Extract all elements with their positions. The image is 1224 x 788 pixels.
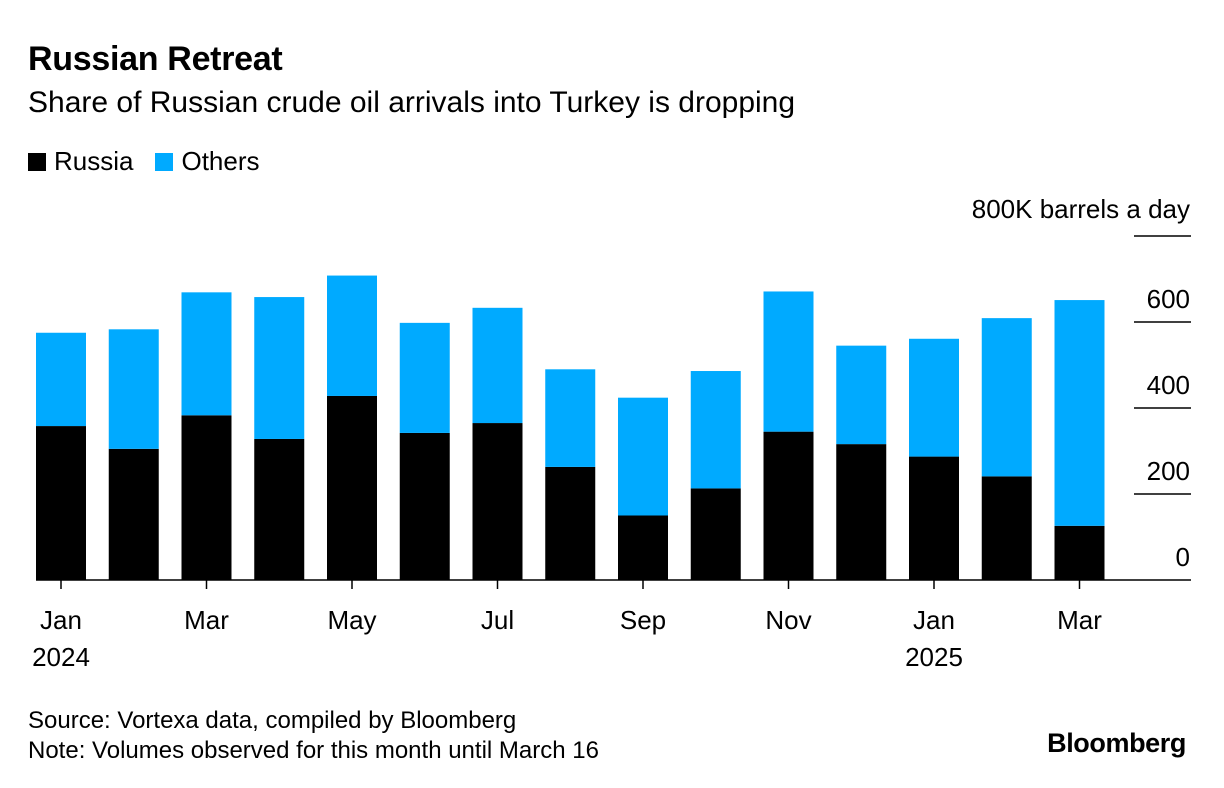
bar-others-5 (399, 322, 450, 433)
bar-russia-14 (1054, 525, 1105, 580)
bar-others-0 (36, 332, 86, 427)
bar-others-8 (618, 397, 668, 516)
bar-others-2 (181, 292, 232, 416)
x-tick-year-label-0: 2024 (32, 642, 90, 672)
y-tick-label-200: 200 (1147, 456, 1190, 486)
bar-russia-2 (181, 415, 232, 580)
stacked-bar-chart: 0 200 400 600 Jan 2024 Mar May Jul Sep Nov Jan 2025 M… (32, 235, 1191, 672)
legend-label-russia: Russia (54, 146, 134, 176)
x-tick-label-12: Jan (913, 605, 955, 635)
x-tick-label-4: May (327, 605, 376, 635)
bar-russia-8 (618, 515, 668, 580)
chart-title: Russian Retreat (28, 40, 283, 78)
bar-russia-10 (763, 431, 814, 580)
bar-russia-11 (836, 444, 887, 580)
bar-others-3 (254, 297, 305, 439)
bar-russia-3 (254, 438, 305, 580)
bar-others-13 (981, 318, 1032, 477)
bar-russia-0 (36, 426, 86, 580)
legend: Russia Others (28, 146, 282, 177)
x-tick-label-8: Sep (620, 605, 666, 635)
y-tick-label-0: 0 (1176, 542, 1190, 572)
bar-russia-6 (472, 423, 523, 580)
bar-others-10 (763, 291, 814, 432)
x-tick-label-10: Nov (765, 605, 811, 635)
x-tick-label-0: Jan (40, 605, 82, 635)
bloomberg-logo: Bloomberg (1047, 728, 1186, 758)
x-tick-year-label-12: 2025 (905, 642, 963, 672)
bar-russia-4 (327, 395, 377, 580)
bar-others-7 (545, 369, 596, 467)
legend-label-others: Others (181, 146, 260, 176)
y-tick-label-400: 400 (1147, 370, 1190, 400)
bar-others-14 (1054, 300, 1105, 526)
bar-russia-13 (981, 476, 1032, 580)
bar-others-4 (327, 275, 377, 396)
legend-swatch-others (155, 152, 174, 171)
bar-russia-1 (108, 448, 159, 580)
bar-russia-12 (909, 456, 959, 580)
bar-russia-5 (399, 432, 450, 580)
x-tick-label-2: Mar (184, 605, 229, 635)
legend-swatch-russia (28, 152, 46, 171)
bar-others-1 (108, 329, 159, 449)
x-tick-label-6: Jul (481, 605, 514, 635)
legend-item-russia: Russia (28, 146, 133, 177)
bar-others-11 (836, 345, 887, 445)
footer: Source: Vortexa data, compiled by Bloomb… (28, 706, 599, 766)
bar-others-6 (472, 307, 523, 424)
bar-others-12 (909, 338, 959, 457)
bar-russia-9 (690, 488, 741, 580)
y-tick-label-600: 600 (1147, 284, 1190, 314)
footnote: Note: Volumes observed for this month un… (28, 737, 599, 764)
bar-russia-7 (545, 466, 596, 580)
source-note: Source: Vortexa data, compiled by Bloomb… (28, 707, 517, 734)
chart-subtitle: Share of Russian crude oil arrivals into… (28, 86, 796, 119)
bar-others-9 (690, 371, 741, 489)
legend-item-others: Others (155, 146, 260, 177)
x-tick-label-14: Mar (1057, 605, 1102, 635)
y-axis-unit-label: 800K barrels a day (971, 194, 1190, 224)
